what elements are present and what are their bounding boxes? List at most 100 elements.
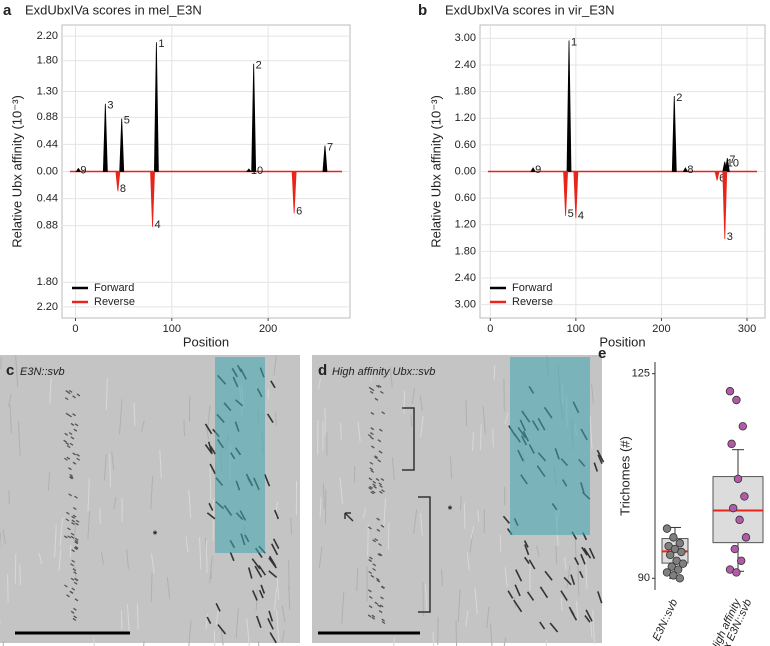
- x-tick-label: 200: [652, 323, 670, 335]
- trichome: [585, 609, 593, 622]
- texture: [457, 589, 461, 623]
- trichome: [581, 546, 588, 556]
- denticle: [379, 604, 384, 608]
- trichome: [597, 454, 603, 464]
- denticle: [377, 604, 382, 608]
- denticle: [70, 532, 75, 536]
- texture: [322, 483, 325, 509]
- affinity-peak: [722, 171, 728, 239]
- dot: [666, 550, 675, 560]
- dot: [730, 544, 739, 554]
- denticle: [368, 570, 373, 575]
- y-tick-label: 1.30: [37, 85, 58, 97]
- denticle: [64, 432, 69, 436]
- texture: [281, 605, 286, 623]
- denticle: [74, 495, 78, 499]
- peak-label: 3: [107, 100, 113, 112]
- y-tick-label: 0.44: [37, 192, 58, 204]
- denticle: [376, 579, 381, 583]
- texture: [340, 422, 342, 440]
- dot: [732, 568, 741, 577]
- trichome: [544, 570, 553, 581]
- denticle: [381, 618, 386, 622]
- trichome: [204, 423, 213, 435]
- denticle: [73, 581, 78, 585]
- denticle: [372, 567, 376, 572]
- x-tick-label: 300: [738, 323, 756, 335]
- texture: [441, 569, 443, 586]
- denticle: [70, 436, 75, 440]
- affinity-peak: [150, 171, 155, 227]
- denticle: [76, 393, 81, 397]
- peak-label: 5: [568, 208, 574, 220]
- trichome: [260, 584, 266, 594]
- texture: [100, 551, 105, 565]
- peak-label: 1: [571, 36, 577, 48]
- denticle: [371, 490, 376, 494]
- texture: [246, 618, 250, 646]
- peak-label: 7: [729, 154, 735, 166]
- denticle: [69, 475, 74, 479]
- denticle: [72, 452, 77, 456]
- texture: [482, 405, 486, 435]
- texture: [19, 564, 22, 586]
- panel-label: e: [598, 345, 606, 362]
- trichome: [528, 559, 536, 570]
- texture: [318, 546, 323, 568]
- denticle: [370, 411, 375, 416]
- texture: [276, 609, 280, 642]
- texture: [566, 565, 571, 589]
- texture: [15, 355, 19, 388]
- texture: [389, 366, 393, 388]
- trichome: [252, 590, 258, 601]
- dot: [735, 515, 744, 525]
- texture: [585, 558, 588, 590]
- panel-label: a: [3, 2, 12, 19]
- denticle: [73, 571, 77, 575]
- texture: [474, 587, 478, 615]
- denticle: [374, 455, 378, 459]
- texture: [393, 637, 395, 646]
- affinity-peak: [75, 167, 82, 172]
- texture: [455, 620, 458, 646]
- y-tick-label: 90: [638, 572, 650, 584]
- denticle: [377, 439, 382, 443]
- legend-label: Reverse: [512, 296, 553, 308]
- trichome: [549, 622, 559, 633]
- affinity-peak: [291, 171, 297, 214]
- affinity-peak: [102, 103, 108, 172]
- trichome: [563, 576, 572, 586]
- denticle: [369, 390, 374, 394]
- texture: [465, 610, 469, 627]
- denticle: [376, 528, 381, 532]
- denticle: [71, 522, 75, 526]
- denticle: [68, 431, 73, 436]
- peak-label: 6: [296, 205, 302, 217]
- texture: [589, 415, 593, 450]
- texture: [87, 478, 90, 512]
- denticle: [72, 617, 77, 622]
- chart-title: ExdUbxIVa scores in vir_E3N: [445, 2, 615, 17]
- texture: [199, 537, 202, 570]
- denticle: [375, 577, 380, 581]
- texture: [9, 404, 12, 434]
- trichome: [526, 591, 535, 601]
- denticle: [72, 568, 77, 572]
- dot: [675, 574, 684, 583]
- trichome: [584, 615, 591, 623]
- texture: [274, 412, 277, 426]
- denticle: [370, 445, 375, 449]
- denticle: [369, 467, 374, 471]
- dot: [738, 422, 747, 431]
- x-tick-label: 100: [163, 323, 181, 335]
- denticle: [370, 574, 375, 578]
- trichome: [578, 570, 584, 579]
- texture: [273, 355, 277, 376]
- arrow: [344, 512, 354, 522]
- dot: [727, 439, 736, 449]
- peak-label: 3: [727, 231, 733, 243]
- x-tick-label: 0: [487, 323, 493, 335]
- texture: [281, 629, 286, 643]
- trichome: [270, 380, 276, 389]
- denticle: [63, 439, 67, 443]
